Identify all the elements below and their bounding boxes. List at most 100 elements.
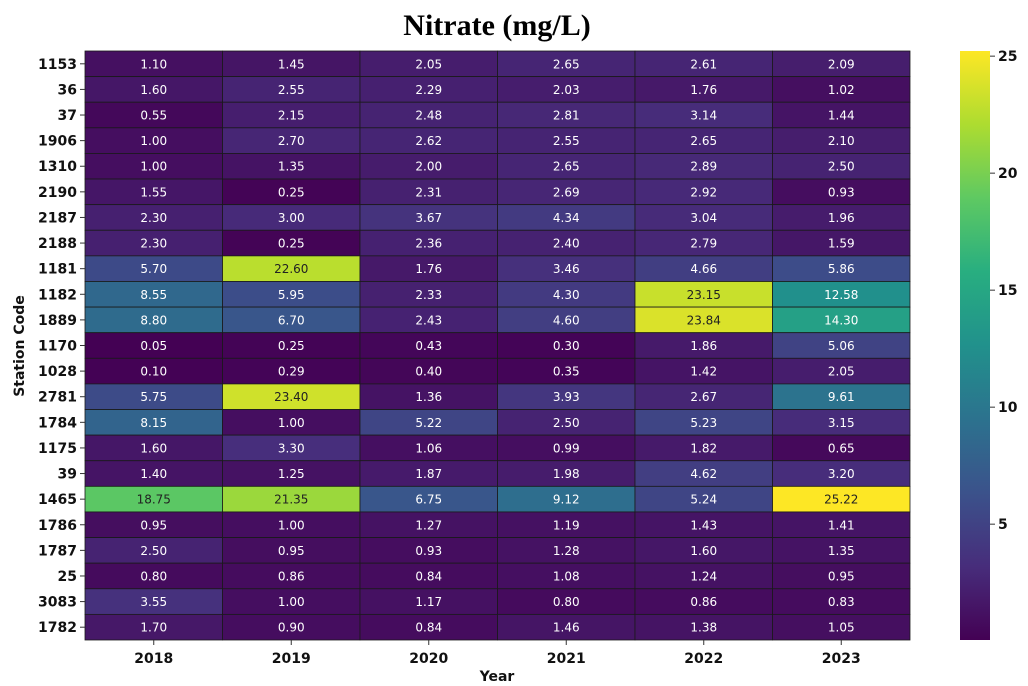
heatmap-cell <box>84 332 223 359</box>
cell-label: 0.86 <box>690 595 717 609</box>
cell-label: 1.00 <box>140 134 167 148</box>
heatmap-cell <box>359 332 498 359</box>
x-tick-label: 2019 <box>272 651 311 667</box>
x-tick-label: 2023 <box>822 651 861 667</box>
heatmap-cell <box>222 588 361 615</box>
cell-label: 9.61 <box>828 390 855 404</box>
heatmap-cell <box>84 306 223 334</box>
cell-label: 1.76 <box>690 83 717 97</box>
y-tick-label: 1310 <box>38 159 77 175</box>
cell-label: 2.89 <box>690 160 717 174</box>
colorbar-tick-label: 15 <box>998 283 1017 299</box>
cell-label: 1.41 <box>828 518 855 532</box>
heatmap-cell <box>497 562 636 590</box>
heatmap-cell <box>359 460 498 487</box>
cell-label: 0.40 <box>415 365 442 379</box>
cell-label: 1.70 <box>140 621 167 635</box>
heatmap-cell <box>84 204 223 231</box>
cell-label: 0.25 <box>278 237 305 251</box>
cell-label: 1.96 <box>828 211 855 225</box>
cell-label: 2.70 <box>278 134 305 148</box>
cell-label: 3.04 <box>690 211 717 225</box>
cell-label: 1.59 <box>828 237 855 251</box>
cell-label: 2.05 <box>415 57 442 71</box>
y-tick-label: 2781 <box>38 390 77 406</box>
cell-label: 0.30 <box>553 339 580 353</box>
cell-label: 4.60 <box>553 313 580 327</box>
cell-label: 5.95 <box>278 288 305 302</box>
heatmap-cell <box>772 511 911 538</box>
y-tick-label: 1786 <box>38 518 77 534</box>
cell-label: 22.60 <box>274 262 308 276</box>
cell-label: 1.55 <box>140 185 167 199</box>
cell-label: 2.50 <box>553 416 580 430</box>
cell-label: 1.82 <box>690 441 717 455</box>
cell-label: 2.55 <box>553 134 580 148</box>
cell-label: 6.70 <box>278 313 305 327</box>
cell-label: 1.27 <box>415 518 442 532</box>
cell-label: 1.86 <box>690 339 717 353</box>
cell-label: 2.61 <box>690 57 717 71</box>
heatmap-cell <box>497 306 636 334</box>
y-tick-label: 1889 <box>38 313 77 329</box>
heatmap-cell <box>84 153 223 180</box>
heatmap-cell <box>497 76 636 103</box>
heatmap-cell <box>359 50 498 78</box>
heatmap-cell <box>359 153 498 180</box>
cell-label: 1.60 <box>140 441 167 455</box>
heatmap-cell <box>359 255 498 282</box>
cell-label: 5.75 <box>140 390 167 404</box>
heatmap-cell <box>497 434 636 462</box>
heatmap-cell <box>772 229 911 257</box>
heatmap-cell <box>772 127 911 154</box>
cell-label: 2.03 <box>553 83 580 97</box>
heatmap-cell <box>772 562 911 590</box>
heatmap-cell <box>359 357 498 385</box>
cell-label: 1.40 <box>140 467 167 481</box>
heatmap-cell <box>222 511 361 538</box>
heatmap-cell <box>84 434 223 462</box>
y-tick-label: 1906 <box>38 134 77 150</box>
cell-label: 5.86 <box>828 262 855 276</box>
heatmap-cell <box>222 281 361 308</box>
heatmap-cell <box>772 178 911 206</box>
cell-label: 0.55 <box>140 109 167 123</box>
cell-label: 3.14 <box>690 109 717 123</box>
cell-label: 23.40 <box>274 390 308 404</box>
heatmap-cell <box>497 127 636 154</box>
heatmap-cell <box>772 306 911 334</box>
colorbar <box>960 51 990 640</box>
heatmap-cell <box>359 229 498 257</box>
heatmap-cell <box>84 50 223 78</box>
cell-label: 2.48 <box>415 109 442 123</box>
heatmap-cell <box>772 409 911 436</box>
y-tick-label: 25 <box>58 569 77 585</box>
cell-label: 0.83 <box>828 595 855 609</box>
heatmap-cell <box>772 101 911 129</box>
heatmap-cell <box>634 485 773 513</box>
cell-label: 23.15 <box>687 288 721 302</box>
heatmap-cell <box>84 281 223 308</box>
cell-label: 4.66 <box>690 262 717 276</box>
heatmap-cell <box>222 562 361 590</box>
heatmap-cell <box>359 588 498 615</box>
y-tick-label: 1181 <box>38 262 77 278</box>
cell-label: 0.95 <box>278 544 305 558</box>
cell-label: 1.08 <box>553 569 580 583</box>
cell-label: 1.02 <box>828 83 855 97</box>
heatmap-cell <box>84 485 223 513</box>
heatmap-cell <box>84 409 223 436</box>
cell-label: 2.30 <box>140 211 167 225</box>
cell-label: 0.25 <box>278 339 305 353</box>
y-tick-label: 2188 <box>38 236 77 252</box>
cell-label: 2.40 <box>553 237 580 251</box>
cell-label: 3.30 <box>278 441 305 455</box>
heatmap-cell <box>497 409 636 436</box>
cell-label: 1.25 <box>278 467 305 481</box>
heatmap-cell <box>84 357 223 385</box>
cell-label: 0.80 <box>553 595 580 609</box>
cell-label: 21.35 <box>274 493 308 507</box>
heatmap-cell <box>359 204 498 231</box>
heatmap-cell <box>222 485 361 513</box>
heatmap-cell <box>634 229 773 257</box>
